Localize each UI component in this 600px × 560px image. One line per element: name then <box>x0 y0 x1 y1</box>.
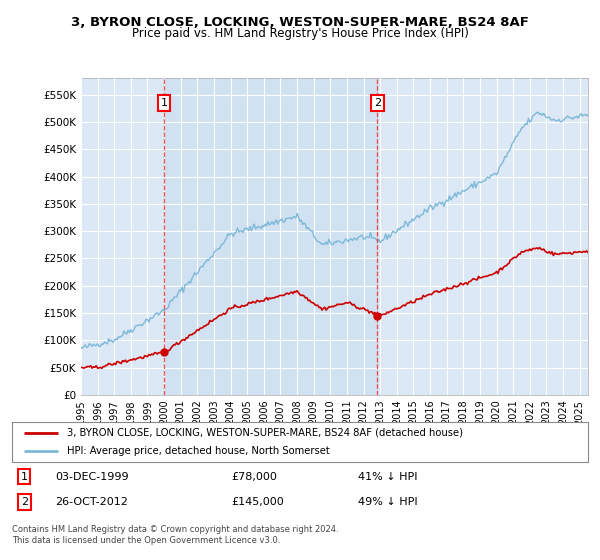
Bar <box>164 78 377 395</box>
Text: Price paid vs. HM Land Registry's House Price Index (HPI): Price paid vs. HM Land Registry's House … <box>131 27 469 40</box>
Text: 1: 1 <box>20 472 28 482</box>
Text: 2: 2 <box>20 497 28 507</box>
Text: 2: 2 <box>374 98 381 108</box>
Text: 03-DEC-1999: 03-DEC-1999 <box>55 472 129 482</box>
Text: HPI: Average price, detached house, North Somerset: HPI: Average price, detached house, Nort… <box>67 446 329 456</box>
Text: 3, BYRON CLOSE, LOCKING, WESTON-SUPER-MARE, BS24 8AF (detached house): 3, BYRON CLOSE, LOCKING, WESTON-SUPER-MA… <box>67 428 463 437</box>
FancyBboxPatch shape <box>12 422 588 462</box>
Text: 41% ↓ HPI: 41% ↓ HPI <box>358 472 417 482</box>
Text: 1: 1 <box>161 98 167 108</box>
Text: £145,000: £145,000 <box>231 497 284 507</box>
Text: £78,000: £78,000 <box>231 472 277 482</box>
Text: Contains HM Land Registry data © Crown copyright and database right 2024.
This d: Contains HM Land Registry data © Crown c… <box>12 525 338 545</box>
Text: 49% ↓ HPI: 49% ↓ HPI <box>358 497 417 507</box>
Text: 26-OCT-2012: 26-OCT-2012 <box>55 497 128 507</box>
Text: 3, BYRON CLOSE, LOCKING, WESTON-SUPER-MARE, BS24 8AF: 3, BYRON CLOSE, LOCKING, WESTON-SUPER-MA… <box>71 16 529 29</box>
